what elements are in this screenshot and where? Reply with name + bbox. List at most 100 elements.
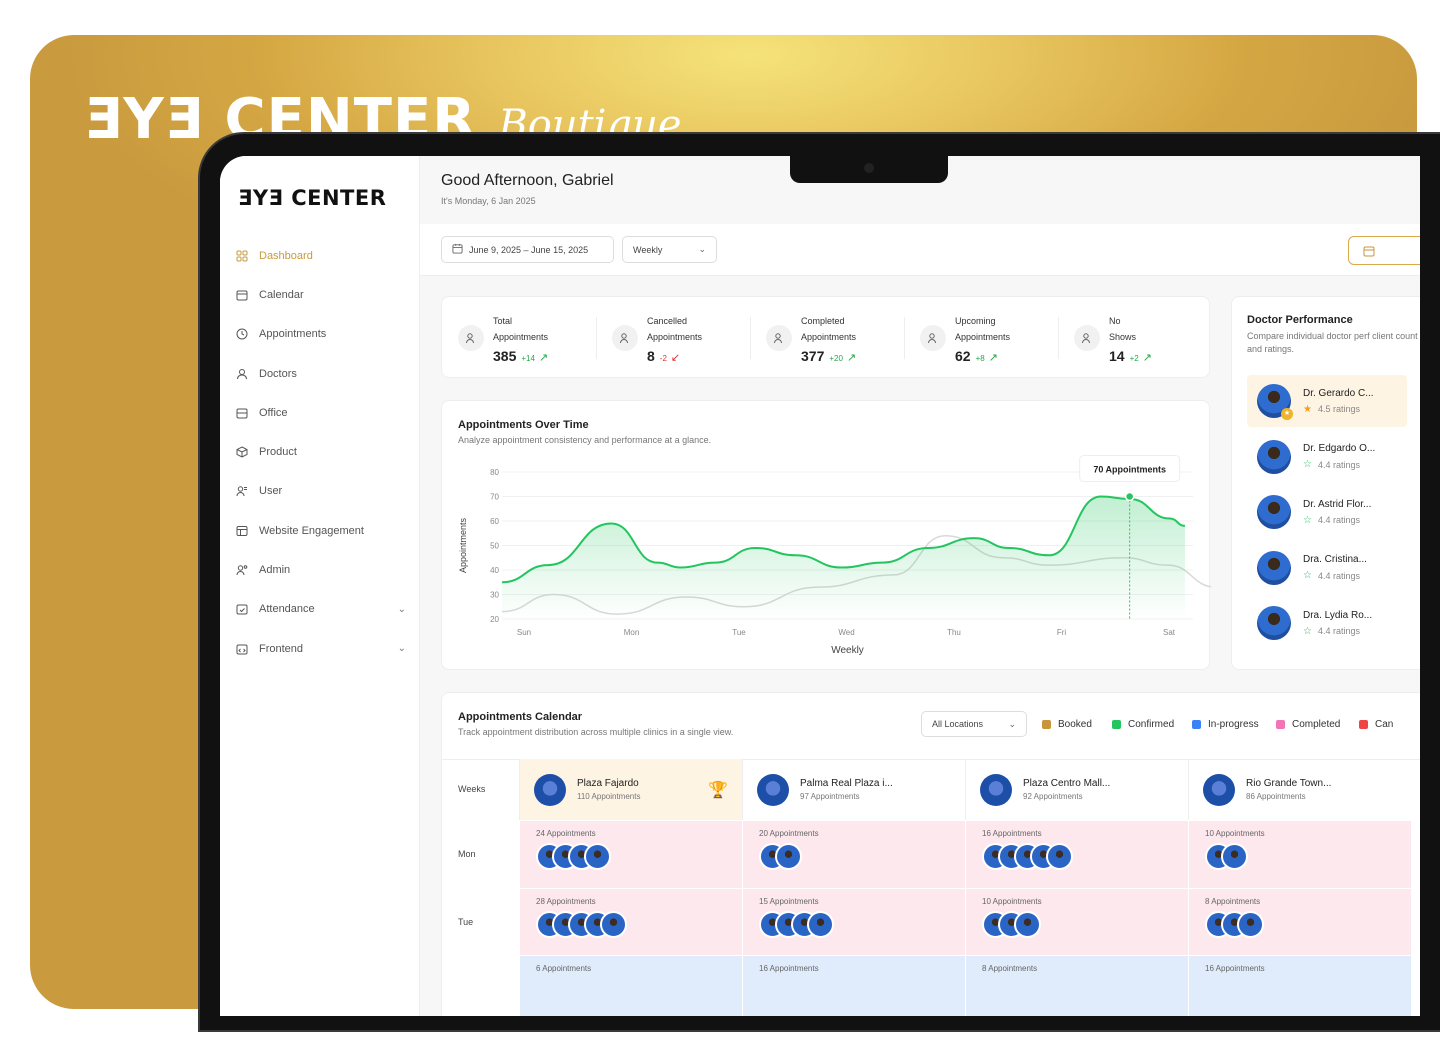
sidebar-item-user[interactable]: User <box>236 472 406 511</box>
clinic-header[interactable]: Rio Grande Town... 86 Appointments <box>1188 759 1411 820</box>
cell-appointment-count: 16 Appointments <box>982 829 1042 838</box>
cell-appointment-count: 28 Appointments <box>536 897 596 906</box>
sidebar-item-attendance[interactable]: Attendance ⌄ <box>236 590 406 629</box>
stat-label: Appointments <box>647 331 703 342</box>
date-range-picker[interactable]: June 9, 2025 – June 15, 2025 <box>441 236 614 263</box>
star-icon: ☆ <box>1303 459 1312 470</box>
doctor-name: Dra. Cristina... <box>1303 554 1367 565</box>
cell-appointment-count: 10 Appointments <box>1205 829 1265 838</box>
stat-card[interactable]: Completed Appointments 377 +20 ↗ <box>766 297 856 379</box>
y-axis-label: Appointments <box>458 517 468 573</box>
stat-value: 8 <box>647 347 655 364</box>
avatar <box>775 843 802 870</box>
clinic-header[interactable]: Palma Real Plaza i... 97 Appointments <box>742 759 965 820</box>
doctor-item[interactable]: Dra. Cristina... ☆ 4.4 ratings <box>1247 542 1407 594</box>
doctor-item[interactable]: ★ Dr. Gerardo C... ★ 4.5 ratings <box>1247 375 1407 427</box>
stat-delta: -2 <box>659 353 667 363</box>
legend-item[interactable]: Completed <box>1276 719 1340 730</box>
calendar-cell[interactable]: 16 Appointments <box>1188 955 1411 1016</box>
sidebar-item-label: Attendance <box>259 603 315 616</box>
user-stat-icon <box>1074 325 1100 351</box>
sidebar-item-calendar[interactable]: Calendar <box>236 275 406 314</box>
chart-tooltip-text: 70 Appointments <box>1093 465 1166 475</box>
location-filter[interactable]: All Locations ⌄ <box>921 711 1027 737</box>
calendar-cell[interactable]: 24 Appointments <box>519 820 742 888</box>
sidebar-item-dashboard[interactable]: Dashboard <box>236 236 406 275</box>
clinic-header[interactable]: Plaza Fajardo 110 Appointments 🏆 <box>519 759 742 820</box>
chevron-down-icon[interactable]: ⌄ <box>397 603 406 615</box>
legend-item[interactable]: In-progress <box>1192 719 1259 730</box>
doctor-item[interactable]: Dr. Edgardo O... ☆ 4.4 ratings <box>1247 431 1407 483</box>
legend-label: Booked <box>1058 719 1092 730</box>
stat-card[interactable]: Upcoming Appointments 62 +8 ↗ <box>920 297 1010 379</box>
clinic-header[interactable]: Plaza Centro Mall... 92 Appointments <box>965 759 1188 820</box>
legend-label: Can <box>1375 719 1394 730</box>
stat-value: 14 <box>1109 347 1125 364</box>
highlight-point[interactable] <box>1124 491 1135 502</box>
stat-card[interactable]: No Shows 14 +2 ↗ <box>1074 297 1152 379</box>
calendar-cell[interactable]: 10 Appointments <box>965 888 1188 956</box>
cell-appointment-count: 16 Appointments <box>1205 964 1265 973</box>
calendar-view-button[interactable] <box>1348 236 1420 265</box>
trend-down-icon: ↙ <box>670 351 681 364</box>
legend-item[interactable]: Confirmed <box>1112 719 1174 730</box>
sidebar-item-office[interactable]: Office <box>236 393 406 432</box>
stat-card[interactable]: Total Appointments 385 +14 ↗ <box>458 297 548 379</box>
sidebar-item-frontend[interactable]: Frontend ⌄ <box>236 629 406 668</box>
calendar-cell[interactable]: 8 Appointments <box>1188 888 1411 956</box>
user-stat-icon <box>612 325 638 351</box>
weeks-label: Weeks <box>458 784 486 794</box>
legend-swatch <box>1276 720 1285 729</box>
chevron-down-icon: ⌄ <box>1008 718 1016 729</box>
calendar-cell[interactable]: 20 Appointments <box>742 820 965 888</box>
location-filter-label: All Locations <box>932 719 984 729</box>
calendar-cell[interactable]: 28 Appointments <box>519 888 742 956</box>
sidebar-item-doctors[interactable]: Doctors <box>236 354 406 393</box>
sidebar-item-admin[interactable]: Admin <box>236 550 406 589</box>
page-date: It's Monday, 6 Jan 2025 <box>441 196 536 206</box>
appointments-line-chart: 80 70 60 50 40 30 20 Sun Mon Tue Wed Thu Fri Sat Weekl… <box>458 455 1211 656</box>
calendar-cell[interactable]: 16 Appointments <box>965 820 1188 888</box>
stat-label: Upcoming <box>955 315 996 326</box>
calendar-icon <box>1363 244 1375 262</box>
period-select[interactable]: Weekly ⌄ <box>622 236 717 263</box>
sidebar-item-appointments[interactable]: Appointments <box>236 315 406 354</box>
clinic-name: Rio Grande Town... <box>1246 778 1332 789</box>
sidebar-item-label: Dashboard <box>259 249 313 262</box>
calendar-cell[interactable]: 16 Appointments <box>742 955 965 1016</box>
doctor-rating: 4.4 ratings <box>1317 570 1360 581</box>
trend-up-icon: ↗ <box>538 351 549 364</box>
calendar-cell[interactable]: 8 Appointments <box>965 955 1188 1016</box>
users-icon <box>236 485 248 497</box>
legend-item[interactable]: Booked <box>1042 719 1092 730</box>
legend-item[interactable]: Can <box>1359 719 1393 730</box>
sidebar-item-website-engagement[interactable]: Website Engagement <box>236 511 406 550</box>
legend-swatch <box>1042 720 1051 729</box>
chevron-down-icon[interactable]: ⌄ <box>397 643 406 655</box>
doctor-item[interactable]: Dr. Astrid Flor... ☆ 4.4 ratings <box>1247 486 1407 538</box>
stat-card[interactable]: Cancelled Appointments 8 -2 ↙ <box>612 297 702 379</box>
clinic-name: Plaza Centro Mall... <box>1023 778 1111 789</box>
clinic-avatar <box>1203 773 1235 806</box>
doctor-item[interactable]: Dra. Lydia Ro... ☆ 4.4 ratings <box>1247 597 1407 649</box>
y-tick-label: 30 <box>490 591 499 600</box>
sidebar: ƎYƎ CENTER Dashboard Calendar Appointments… <box>220 156 420 1016</box>
avatar <box>584 843 611 870</box>
calendar-title: Appointments Calendar <box>458 711 583 723</box>
clinic-avatar <box>534 773 566 806</box>
chevron-down-icon: ⌄ <box>698 244 706 254</box>
calendar-cell[interactable]: 10 Appointments <box>1188 820 1411 888</box>
user-stat-icon <box>766 325 792 351</box>
calendar-cell[interactable]: 6 Appointments <box>519 955 742 1016</box>
stat-value: 377 <box>801 347 825 364</box>
grid-icon <box>236 250 248 262</box>
clinic-count: 92 Appointments <box>1023 792 1083 801</box>
sidebar-item-product[interactable]: Product <box>236 432 406 471</box>
sidebar-item-label: User <box>259 485 283 498</box>
calendar-cell[interactable]: 15 Appointments <box>742 888 965 956</box>
sidebar-logo[interactable]: ƎYƎ CENTER <box>238 186 387 210</box>
row-day-label: Tue <box>458 917 474 927</box>
x-tick-label: Tue <box>732 628 746 637</box>
camera-notch <box>790 156 948 183</box>
app-screen: ƎYƎ CENTER Dashboard Calendar Appointments… <box>220 156 1420 1016</box>
